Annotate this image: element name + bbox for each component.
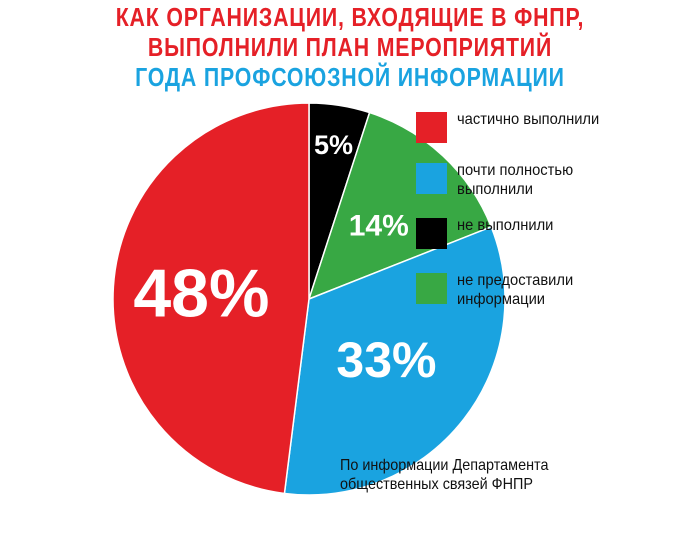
legend-label-no-info: не предоставили информации — [457, 272, 574, 308]
slice-not-done-label: 5% — [314, 130, 353, 160]
legend-item-partial: частично выполнили — [416, 110, 617, 143]
legend-swatch-partial — [416, 112, 447, 143]
source-line-2: общественных связей ФНПР — [340, 476, 533, 493]
legend-item-no-info: не предоставили информации — [416, 271, 617, 309]
slice-no-info — [307, 111, 493, 301]
slice-no-info-label: 14% — [349, 210, 409, 243]
legend-label-almost-full: почти полностью выполнили — [457, 162, 574, 198]
legend-swatch-almost-full — [416, 163, 447, 194]
source-line-1: По информации Департамента — [340, 457, 549, 474]
slice-almost-full — [283, 225, 506, 496]
legend-swatch-not-done — [416, 218, 447, 249]
legend-label-partial: частично выполнили — [457, 111, 600, 128]
slice-almost-full-label: 33% — [336, 332, 436, 388]
legend-item-almost-full: почти полностью выполнили — [416, 161, 617, 199]
legend-label-not-done: не выполнили — [457, 217, 554, 234]
source-note: По информации Департамента общественных … — [340, 456, 548, 494]
legend-item-not-done: не выполнили — [416, 216, 617, 249]
slice-partial — [112, 102, 310, 495]
chart-title-line-3: ГОДА ПРОФСОЮЗНОЙ ИНФОРМАЦИИ — [135, 62, 565, 92]
chart-title-line-2: ВЫПОЛНИЛИ ПЛАН МЕРОПРИЯТИЙ — [147, 32, 553, 62]
slice-partial-label: 48% — [133, 256, 269, 332]
legend-swatch-no-info — [416, 273, 447, 304]
chart-title-line-1: КАК ОРГАНИЗАЦИИ, ВХОДЯЩИЕ В ФНПР, — [115, 2, 585, 32]
